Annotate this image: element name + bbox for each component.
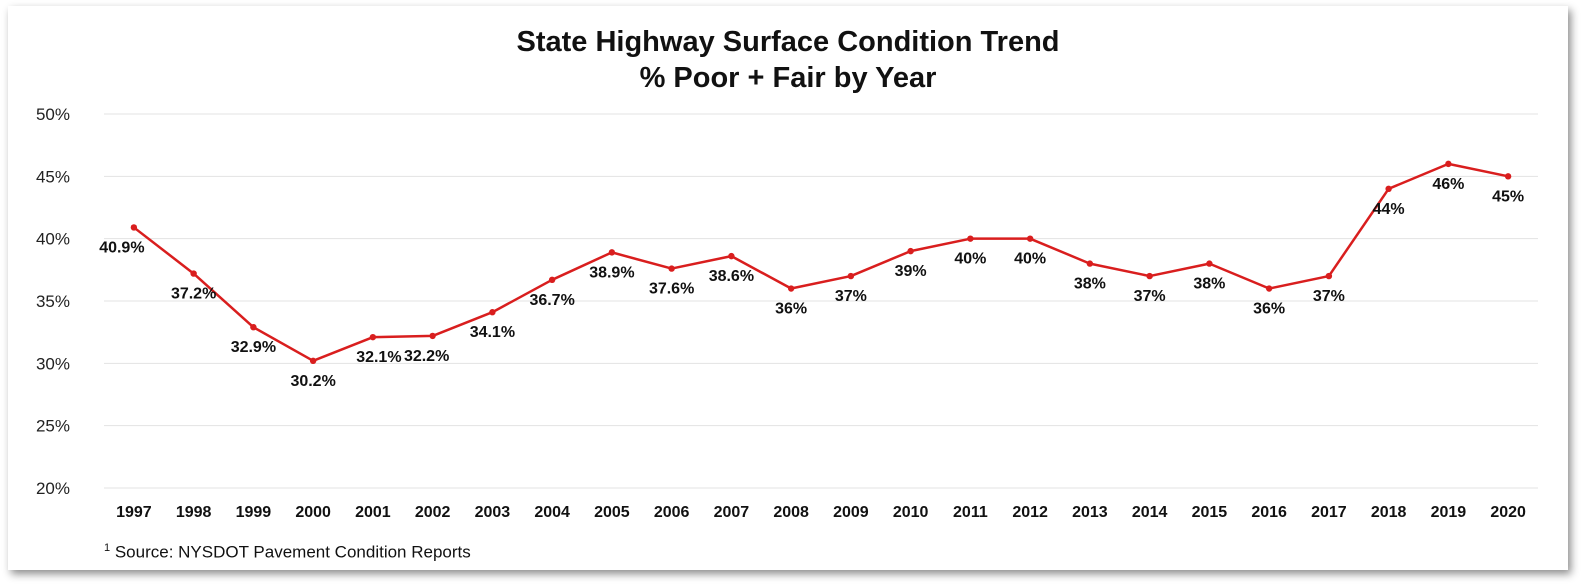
x-tick-label: 2015 bbox=[1192, 504, 1228, 521]
data-label: 37.2% bbox=[171, 286, 216, 303]
data-point bbox=[608, 249, 616, 256]
x-tick-label: 1997 bbox=[116, 504, 152, 521]
data-label: 38.9% bbox=[589, 264, 634, 281]
data-label: 40% bbox=[1014, 251, 1046, 268]
data-label: 37% bbox=[835, 288, 867, 305]
x-tick-label: 2006 bbox=[654, 504, 690, 521]
data-point bbox=[369, 333, 377, 341]
y-tick-label: 40% bbox=[36, 230, 70, 249]
data-point bbox=[967, 235, 974, 242]
data-point bbox=[1146, 272, 1153, 280]
data-point bbox=[1504, 173, 1512, 180]
data-label: 40.9% bbox=[99, 239, 144, 256]
y-tick-label: 35% bbox=[36, 292, 70, 311]
x-tick-label: 2013 bbox=[1072, 504, 1108, 521]
data-point bbox=[1325, 272, 1333, 280]
source-footnote: 1 Source: NYSDOT Pavement Condition Repo… bbox=[104, 542, 471, 563]
y-tick-label: 50% bbox=[36, 105, 70, 124]
y-tick-label: 45% bbox=[36, 167, 70, 186]
x-tick-label: 2018 bbox=[1371, 504, 1407, 521]
x-tick-label: 1999 bbox=[236, 504, 272, 521]
data-label: 44% bbox=[1373, 201, 1405, 218]
data-point bbox=[1265, 285, 1273, 292]
data-label: 32.9% bbox=[231, 339, 276, 356]
data-point bbox=[1206, 260, 1213, 267]
data-label: 46% bbox=[1432, 176, 1464, 193]
data-label: 36.7% bbox=[529, 292, 574, 309]
x-tick-label: 2001 bbox=[355, 504, 391, 521]
data-point bbox=[1445, 160, 1452, 168]
x-tick-label: 2002 bbox=[415, 504, 451, 521]
x-tick-label: 2010 bbox=[893, 504, 929, 521]
data-point bbox=[847, 272, 855, 280]
data-point bbox=[1026, 235, 1034, 242]
data-label: 38% bbox=[1193, 276, 1225, 293]
y-tick-label: 20% bbox=[36, 479, 70, 498]
data-point bbox=[250, 323, 257, 331]
x-tick-label: 2009 bbox=[833, 504, 869, 521]
y-tick-label: 25% bbox=[36, 417, 70, 436]
data-point bbox=[489, 309, 496, 316]
series-line bbox=[133, 162, 1509, 363]
data-label: 38% bbox=[1074, 276, 1106, 293]
x-tick-label: 2016 bbox=[1251, 504, 1287, 521]
data-label: 38.6% bbox=[709, 268, 754, 285]
x-tick-label: 2003 bbox=[475, 504, 511, 521]
data-label: 32.2% bbox=[404, 348, 449, 365]
chart-frame: State Highway Surface Condition Trend % … bbox=[8, 6, 1568, 570]
footnote-text: Source: NYSDOT Pavement Condition Report… bbox=[110, 542, 471, 562]
data-point bbox=[728, 252, 735, 260]
x-tick-label: 2019 bbox=[1431, 504, 1467, 521]
data-label: 37% bbox=[1313, 288, 1345, 305]
data-label: 30.2% bbox=[290, 373, 335, 390]
data-point bbox=[668, 265, 675, 272]
data-label: 45% bbox=[1492, 188, 1524, 205]
x-tick-label: 2004 bbox=[534, 504, 570, 521]
x-tick-label: 2020 bbox=[1490, 504, 1526, 521]
x-tick-label: 2000 bbox=[295, 504, 331, 521]
data-point bbox=[130, 224, 138, 231]
data-label: 32.1% bbox=[356, 349, 401, 366]
x-tick-label: 2014 bbox=[1132, 504, 1168, 521]
x-tick-label: 2011 bbox=[953, 504, 988, 521]
data-label: 40% bbox=[954, 251, 986, 268]
data-point bbox=[907, 247, 914, 255]
data-point bbox=[1385, 185, 1392, 192]
data-label: 36% bbox=[775, 301, 807, 318]
x-tick-label: 2005 bbox=[594, 504, 630, 521]
data-label: 34.1% bbox=[470, 324, 515, 341]
chart-subtitle: % Poor + Fair by Year bbox=[639, 62, 937, 94]
data-point bbox=[1086, 260, 1094, 267]
y-tick-label: 30% bbox=[36, 354, 70, 373]
data-point bbox=[548, 276, 556, 284]
data-label: 37.6% bbox=[649, 281, 694, 298]
data-point bbox=[309, 357, 317, 365]
x-tick-label: 1998 bbox=[176, 504, 212, 521]
data-point bbox=[429, 332, 436, 340]
x-tick-label: 2012 bbox=[1012, 504, 1048, 521]
footnote-marker: 1 bbox=[104, 542, 111, 554]
line-chart: 20% 25% 30% 35% 40% 45% 50% 1997 1998 1999 2000 200… bbox=[36, 105, 1538, 521]
data-point bbox=[787, 285, 795, 292]
x-tick-label: 2017 bbox=[1311, 504, 1347, 521]
data-point bbox=[190, 270, 197, 277]
data-label: 36% bbox=[1253, 301, 1285, 318]
data-label: 39% bbox=[895, 263, 927, 280]
x-tick-label: 2008 bbox=[773, 504, 809, 521]
chart-title: State Highway Surface Condition Trend bbox=[516, 26, 1060, 58]
x-tick-label: 2007 bbox=[714, 504, 750, 521]
data-label: 37% bbox=[1134, 288, 1166, 305]
